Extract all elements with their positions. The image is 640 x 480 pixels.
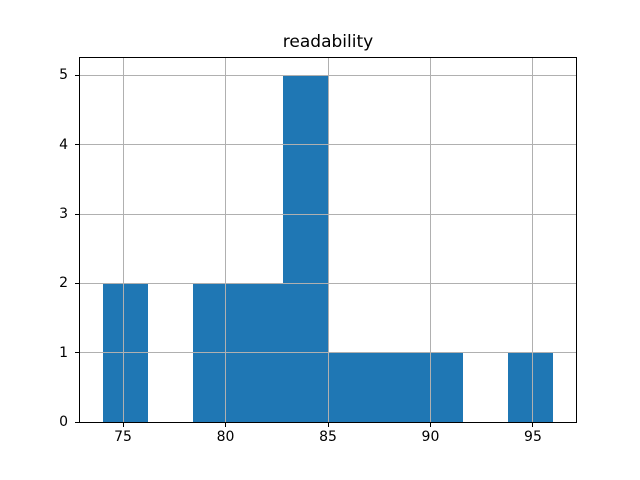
x-gridline <box>327 58 329 422</box>
x-tick-mark <box>122 423 124 427</box>
y-gridline <box>80 352 576 354</box>
histogram-bar <box>373 352 419 422</box>
x-tick-label: 80 <box>216 429 235 445</box>
y-tick-mark <box>75 282 79 284</box>
histogram-bar <box>418 352 464 422</box>
x-gridline <box>429 58 431 422</box>
histogram-bar <box>508 352 554 422</box>
x-tick-label: 85 <box>319 429 337 445</box>
y-tick-mark <box>75 421 79 423</box>
x-tick-mark <box>429 423 431 427</box>
x-tick-label: 95 <box>524 429 542 445</box>
y-gridline <box>80 282 576 284</box>
y-gridline <box>80 213 576 215</box>
y-gridline <box>80 74 576 76</box>
histogram-bar <box>282 75 328 422</box>
x-tick-label: 75 <box>114 429 132 445</box>
y-tick-label: 3 <box>59 206 68 222</box>
y-tick-label: 4 <box>59 136 68 153</box>
y-tick-label: 2 <box>59 275 68 292</box>
x-tick-mark <box>225 423 227 427</box>
y-gridline <box>80 144 576 146</box>
y-tick-mark <box>75 144 79 146</box>
x-tick-mark <box>327 423 329 427</box>
x-gridline <box>122 58 124 422</box>
x-gridline <box>225 58 227 422</box>
chart-title: readability <box>282 32 374 52</box>
x-tick-mark <box>532 423 534 427</box>
x-gridline <box>532 58 534 422</box>
y-tick-label: 0 <box>59 414 68 430</box>
y-tick-mark <box>75 213 79 215</box>
y-tick-mark <box>75 352 79 354</box>
y-tick-label: 5 <box>59 67 68 84</box>
y-tick-mark <box>75 74 79 76</box>
histogram-bar <box>328 352 374 422</box>
y-tick-label: 1 <box>59 344 68 361</box>
x-tick-label: 90 <box>421 429 440 445</box>
